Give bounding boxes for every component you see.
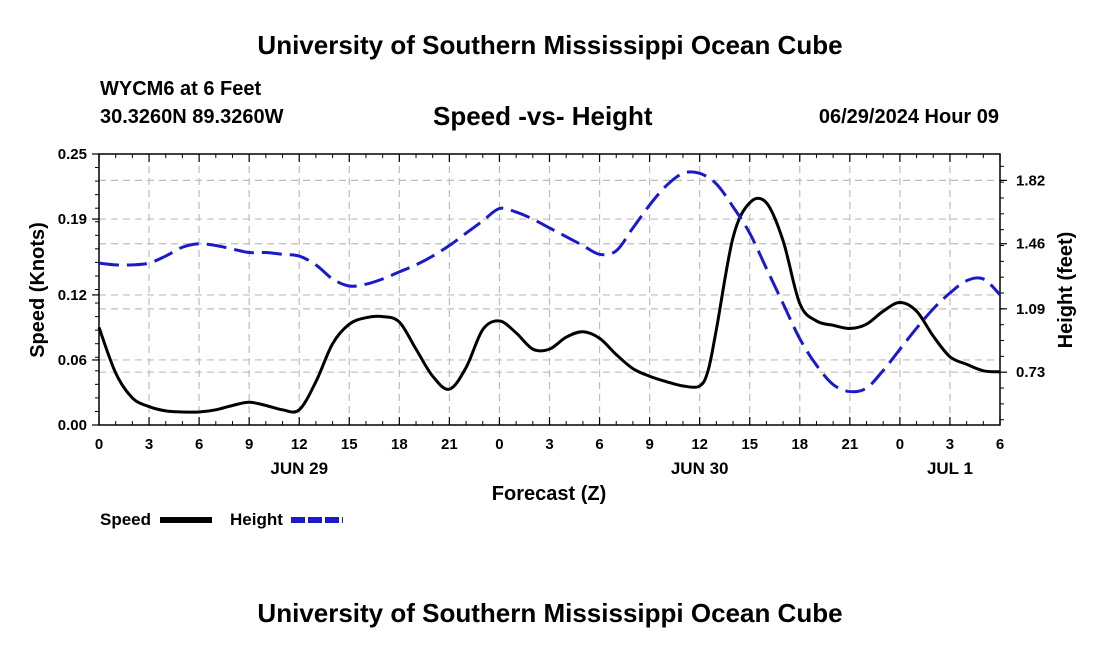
chart-title: Speed -vs- Height bbox=[433, 101, 653, 131]
x-date-label: JUL 1 bbox=[927, 459, 973, 478]
y-axis-left-label: Speed (Knots) bbox=[27, 222, 49, 358]
y-left-tick-label: 0.00 bbox=[58, 417, 87, 434]
x-tick-label: 3 bbox=[545, 436, 553, 453]
legend-label-speed: Speed bbox=[100, 510, 151, 529]
x-date-label: JUN 30 bbox=[671, 459, 729, 478]
y-left-tick-label: 0.06 bbox=[58, 352, 87, 369]
x-tick-label: 6 bbox=[195, 436, 203, 453]
y-right-tick-label: 1.09 bbox=[1016, 301, 1045, 318]
y-right-tick-label: 1.82 bbox=[1016, 172, 1045, 189]
y-axis-right-label: Height (feet) bbox=[1055, 232, 1077, 349]
y-right-tick-label: 0.73 bbox=[1016, 364, 1045, 381]
x-tick-label: 21 bbox=[841, 436, 858, 453]
x-tick-label: 15 bbox=[341, 436, 358, 453]
chart-legend: Speed Height bbox=[100, 510, 343, 529]
x-tick-label: 12 bbox=[291, 436, 308, 453]
x-tick-label: 9 bbox=[245, 436, 253, 453]
x-tick-label: 15 bbox=[741, 436, 758, 453]
series-line-speed bbox=[97, 196, 1001, 414]
x-tick-label: 21 bbox=[441, 436, 458, 453]
plot-frame bbox=[98, 153, 1001, 426]
run-timestamp: 06/29/2024 Hour 09 bbox=[818, 106, 999, 128]
y-left-tick-label: 0.19 bbox=[58, 211, 87, 228]
x-tick-label: 6 bbox=[996, 436, 1004, 453]
station-coordinates: 30.3260N 89.3260W bbox=[100, 106, 284, 128]
chart-series bbox=[97, 170, 1002, 414]
series-line-height bbox=[98, 170, 1002, 394]
y-left-tick-label: 0.12 bbox=[58, 287, 87, 304]
x-tick-label: 6 bbox=[595, 436, 603, 453]
x-tick-label: 0 bbox=[95, 436, 103, 453]
chart-tick-labels: 0 3 6 9 12 15 18 21 0 3 6 9 12 15 18 21 0 3 6 JUN 29 JUN 30 J… bbox=[58, 146, 1045, 478]
page-title-bottom: University of Southern Mississippi Ocean… bbox=[257, 598, 843, 628]
y-left-tick-label: 0.25 bbox=[58, 146, 87, 163]
x-tick-label: 3 bbox=[145, 436, 153, 453]
legend-label-height: Height bbox=[230, 510, 283, 529]
x-axis-label: Forecast (Z) bbox=[492, 483, 606, 505]
chart-grid bbox=[99, 154, 1000, 425]
x-tick-label: 0 bbox=[495, 436, 503, 453]
x-tick-label: 9 bbox=[645, 436, 653, 453]
x-tick-label: 18 bbox=[391, 436, 408, 453]
x-tick-label: 12 bbox=[691, 436, 708, 453]
x-date-label: JUN 29 bbox=[270, 459, 328, 478]
station-label: WYCM6 at 6 Feet bbox=[100, 78, 262, 100]
page-title-top: University of Southern Mississippi Ocean… bbox=[257, 30, 843, 60]
y-right-tick-label: 1.46 bbox=[1016, 236, 1045, 253]
x-tick-label: 3 bbox=[946, 436, 954, 453]
x-tick-label: 18 bbox=[791, 436, 808, 453]
x-tick-label: 0 bbox=[896, 436, 904, 453]
